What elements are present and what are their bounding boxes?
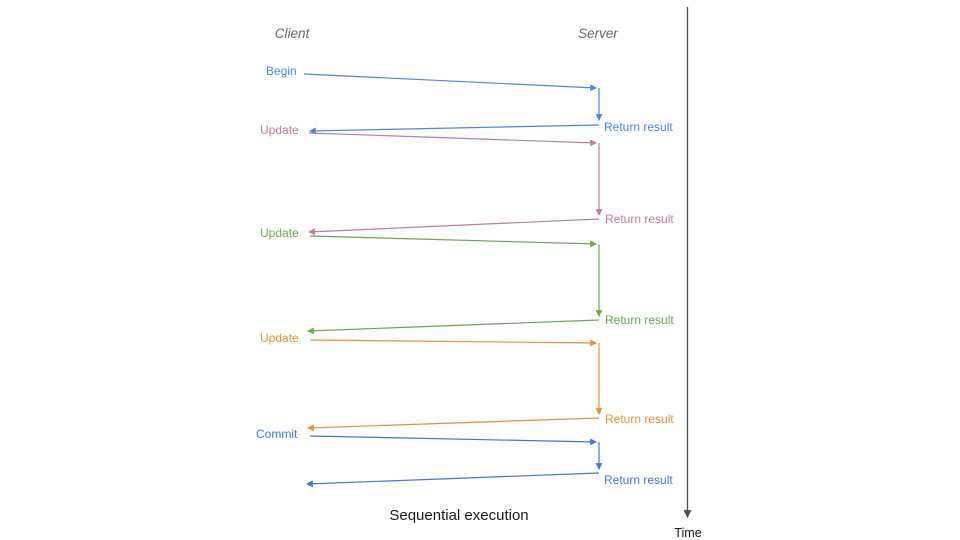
message-label: Update	[260, 123, 299, 137]
return-result-label: Return result	[605, 313, 674, 327]
time-axis-label: Time	[674, 526, 701, 540]
client-lifeline-label: Client	[275, 26, 311, 41]
static-labels-layer: Client Server Time Sequential execution	[275, 7, 702, 540]
request-arrow	[309, 339, 597, 347]
return-arrow	[307, 319, 600, 335]
request-arrow	[309, 235, 597, 248]
message-label: Update	[260, 226, 299, 240]
return-result-label: Return result	[604, 473, 673, 487]
message-group-update-3: Update Return result	[260, 226, 674, 335]
message-label: Update	[260, 331, 299, 345]
request-arrow	[309, 435, 597, 446]
message-group-commit-5: Commit Return result	[256, 427, 673, 488]
return-arrow	[307, 417, 600, 432]
message-label: Commit	[256, 427, 298, 441]
return-result-label: Return result	[604, 120, 673, 134]
return-result-label: Return result	[605, 412, 674, 426]
return-arrow	[306, 472, 600, 488]
request-arrow	[308, 132, 597, 147]
return-arrow	[309, 124, 600, 135]
message-group-begin-1: Begin Return result	[266, 64, 673, 135]
return-arrow	[308, 218, 600, 236]
server-lifeline-label: Server	[578, 26, 618, 41]
message-label: Begin	[266, 64, 297, 78]
message-group-update-4: Update Return result	[260, 331, 674, 432]
return-result-label: Return result	[605, 212, 674, 226]
diagram-caption: Sequential execution	[389, 507, 528, 524]
message-group-update-2: Update Return result	[260, 123, 674, 236]
request-arrow	[303, 73, 597, 92]
